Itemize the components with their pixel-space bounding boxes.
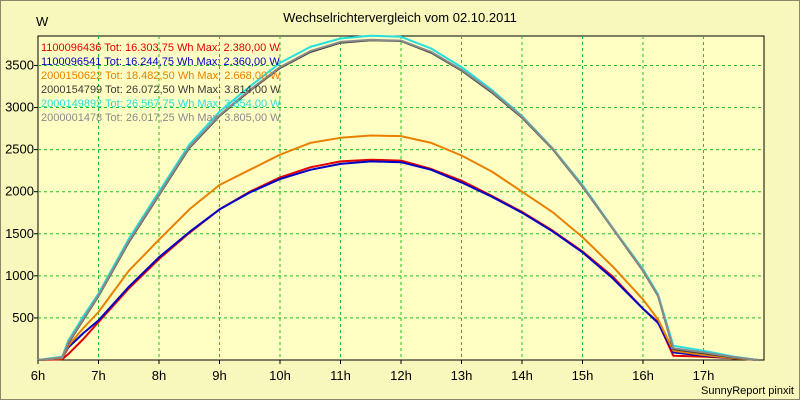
x-tick-label: 10h xyxy=(269,368,291,383)
y-tick-label: 1000 xyxy=(5,268,34,283)
y-tick-label: 3000 xyxy=(5,100,34,115)
x-tick-label: 15h xyxy=(572,368,594,383)
y-tick-label: 1500 xyxy=(5,226,34,241)
x-tick-label: 14h xyxy=(511,368,533,383)
series-lines xyxy=(37,34,759,361)
legend-entry-5: 2000149892 Tot: 26.567,75 Wh Max: 3.854,… xyxy=(41,98,281,110)
x-tick-label: 8h xyxy=(152,368,166,383)
legend-entry-4: 2000154799 Tot: 26.072,50 Wh Max: 3.814,… xyxy=(41,84,281,96)
x-tick-label: 7h xyxy=(91,368,105,383)
y-axis-unit: W xyxy=(36,14,49,29)
y-tick-label: 2500 xyxy=(5,142,34,157)
legend-entry-1: 1100096436 Tot: 16.303,75 Wh Max: 2.380,… xyxy=(41,42,280,54)
x-tick-label: 11h xyxy=(330,368,351,383)
x-tick-label: 13h xyxy=(451,368,473,383)
x-tick-label: 9h xyxy=(212,368,226,383)
legend: 1100096436 Tot: 16.303,75 Wh Max: 2.380,… xyxy=(41,42,281,124)
axes: 6h 7h 8h 9h 10h 11h 12h 13h 14h 15h 16h 17h 500 1000 1… xyxy=(5,57,714,383)
y-tick-label: 500 xyxy=(12,310,34,325)
legend-entry-2: 1100096541 Tot: 16.244,75 Wh Max: 2.360,… xyxy=(41,56,280,68)
series-line-2 xyxy=(37,160,758,361)
y-tick-label: 2000 xyxy=(5,184,34,199)
chart-title: Wechselrichtervergleich vom 02.10.2011 xyxy=(283,10,517,25)
legend-entry-6: 2000001478 Tot: 26.017,25 Wh Max: 3.805,… xyxy=(41,112,281,124)
x-tick-label: 17h xyxy=(693,368,715,383)
y-tick-label: 3500 xyxy=(5,57,34,72)
legend-entry-3: 2000150622 Tot: 18.482,50 Wh Max: 2.668,… xyxy=(41,70,281,82)
footer-credit: SunnyReport pinxit xyxy=(701,385,794,397)
series-line-6 xyxy=(37,38,759,361)
x-tick-label: 6h xyxy=(31,368,45,383)
x-tick-label: 12h xyxy=(390,368,412,383)
grid-lines xyxy=(38,36,764,360)
series-line-3 xyxy=(37,134,758,361)
x-tick-label: 16h xyxy=(632,368,654,383)
